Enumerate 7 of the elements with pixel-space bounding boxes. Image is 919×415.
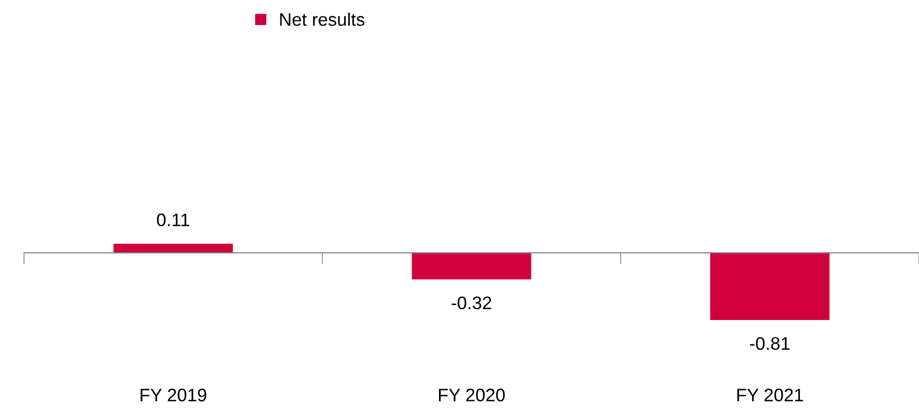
data-label: -0.81 <box>750 337 790 350</box>
x-tick-label: FY 2019 <box>140 388 206 402</box>
data-label: -0.32 <box>452 296 492 310</box>
x-tick-label: FY 2021 <box>737 388 803 402</box>
x-tick-label: FY 2020 <box>439 388 505 402</box>
legend-label: Net results <box>280 12 364 26</box>
data-label: 0.11 <box>156 214 190 226</box>
